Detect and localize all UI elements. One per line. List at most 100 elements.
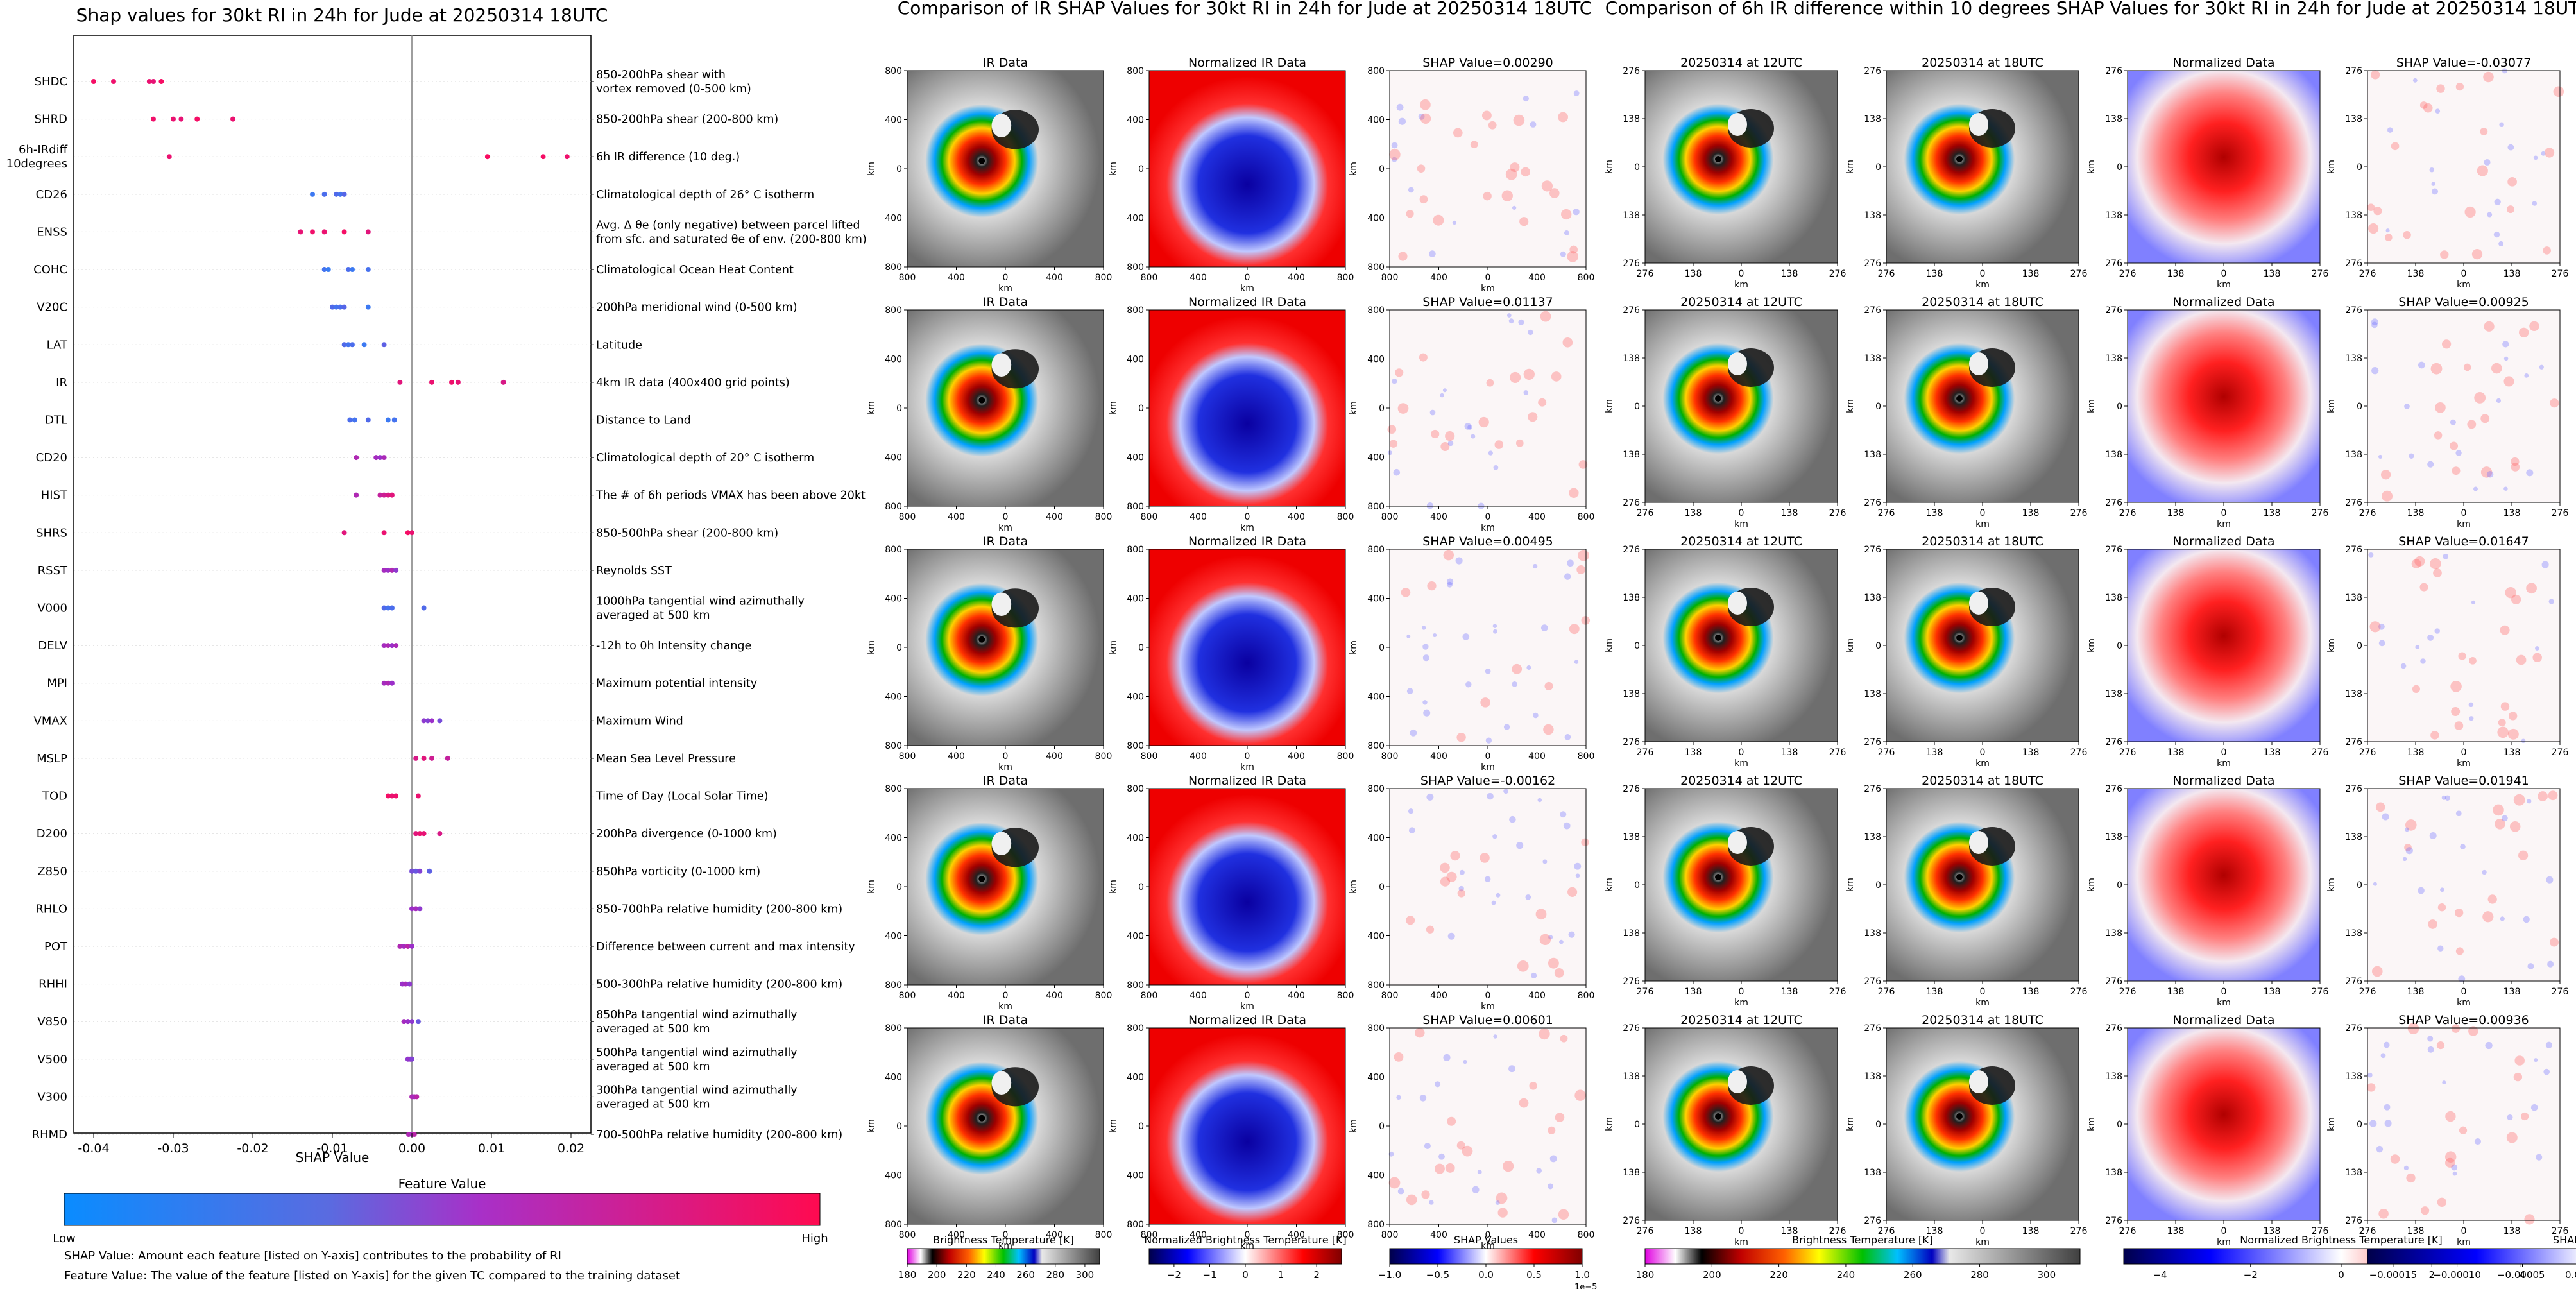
y-tick-label: 138 (2345, 114, 2362, 124)
colorbar-tick-label: 4 (2520, 1269, 2526, 1281)
shap-speckle (1523, 368, 1535, 380)
feature-name-label: IR (56, 376, 67, 389)
colorbar-bar (1389, 1248, 1583, 1265)
colorbar: Brightness Temperature [K] 180 200 220 240 26… (898, 1234, 1100, 1281)
cloud-top-feature (991, 1071, 1012, 1095)
colorbar-bar (1644, 1248, 2081, 1265)
shap-speckle (1530, 121, 1537, 128)
shap-speckle (1521, 167, 1530, 177)
y-tick-label: 400 (885, 355, 902, 365)
shap-speckle (2548, 790, 2558, 801)
shap-speckle (2485, 1041, 2493, 1050)
colorbar-tick-label: 300 (2038, 1269, 2056, 1281)
shap-speckle (1433, 633, 1437, 638)
y-tick-label: 138 (2345, 689, 2362, 699)
shap-speckle (1453, 128, 1463, 138)
shap-point (429, 718, 434, 724)
shap-speckle (2451, 1024, 2461, 1033)
feature-description-label: 850hPa vorticity (0-1000 km) (596, 866, 760, 878)
shap-speckle (1433, 214, 1444, 226)
y-tick-label: 400 (1127, 692, 1144, 703)
shap-speckle (2430, 558, 2441, 570)
shap-plot-frame (73, 35, 592, 1134)
footnote-feature: Feature Value: The value of the feature … (64, 1269, 680, 1283)
x-tick-label: 276 (1878, 987, 1895, 997)
x-tick-label: 0 (1980, 987, 1986, 997)
shap-speckle (1567, 251, 1578, 262)
shap-speckle (2373, 207, 2382, 216)
shap-speckle (1486, 379, 1494, 387)
shap-speckle (1387, 425, 1397, 434)
y-tick-label: 138 (1623, 928, 1640, 939)
x-tick-label: 400 (1190, 273, 1207, 283)
y-axis-label: km (1604, 638, 1614, 653)
shap-speckle (1574, 660, 1579, 664)
y-tick-label: 800 (885, 502, 902, 512)
shap-speckle (1455, 557, 1463, 565)
x-tick-label: 138 (1781, 508, 1798, 518)
y-tick-label: 800 (1367, 545, 1385, 555)
x-tick-label: 138 (1926, 987, 1943, 997)
brightness-temperature-image (1886, 71, 2079, 263)
x-axis-label: km (1975, 758, 1990, 769)
shap-speckle (2437, 945, 2444, 952)
y-tick-label: 138 (1864, 1071, 1881, 1082)
x-tick-label: 138 (2264, 987, 2281, 997)
y-tick-label: 276 (2345, 1216, 2362, 1226)
x-tick-label: 138 (2022, 987, 2040, 997)
shap-speckle (1492, 624, 1497, 628)
shap-point (151, 79, 156, 84)
normalized-image (1149, 310, 1345, 506)
x-tick-label: 800 (1141, 751, 1158, 762)
x-tick-label: 800 (1381, 751, 1399, 762)
shap-speckle (2471, 600, 2476, 605)
shap-speckle (2458, 975, 2466, 982)
feature-description-label: Climatological Ocean Heat Content (596, 264, 794, 277)
y-tick-label: 276 (1864, 545, 1881, 555)
y-tick-label: 800 (1367, 741, 1385, 751)
y-tick-label: 800 (885, 66, 902, 76)
shap-speckle (1539, 1028, 1550, 1040)
x-tick-label: 800 (1578, 751, 1595, 762)
shap-speckle (2406, 1173, 2416, 1183)
feature-description-label: 4km IR data (400x400 grid points) (596, 377, 790, 389)
x-tick-label: 800 (1141, 1230, 1158, 1240)
y-tick-label: 800 (1127, 1220, 1144, 1230)
shap-speckle (2412, 685, 2421, 694)
shap-speckle (2378, 1209, 2389, 1219)
colorbar-tick-label: 260 (1016, 1269, 1035, 1281)
y-tick-label: 0 (1875, 1120, 1881, 1130)
y-tick-label: 800 (885, 980, 902, 991)
shap-speckle (2373, 882, 2377, 886)
shap-point (385, 680, 391, 686)
shap-speckle (1543, 724, 1554, 735)
shap-speckle (2498, 719, 2506, 727)
feature-name-label: MSLP (37, 752, 67, 765)
colorbar-tick-label: 220 (957, 1269, 976, 1281)
shap-speckle (1564, 230, 1569, 235)
x-tick-label: 400 (1528, 512, 1546, 522)
shap-point (417, 906, 423, 912)
shap-speckle (1548, 1126, 1556, 1134)
feature-description-label: 500-300hPa relative humidity (200-800 km… (596, 978, 842, 991)
x-tick-label: 0 (2461, 987, 2467, 997)
y-tick-label: 800 (1367, 1220, 1385, 1230)
x-tick-label: 0 (1739, 987, 1744, 997)
shap-speckle (2548, 599, 2554, 604)
y-tick-label: 400 (1127, 833, 1144, 844)
shap-speckle (1422, 654, 1430, 662)
colorbar: Normalized Brightness Temperature [K] −2 −… (1144, 1234, 1347, 1281)
shap-speckle (1393, 468, 1401, 476)
y-axis-label: km (1349, 1119, 1359, 1133)
x-tick-label: 800 (1095, 1230, 1113, 1240)
x-tick-label: 400 (948, 751, 965, 762)
x-tick-label: 0 (1245, 991, 1250, 1001)
brightness-temperature-image (1645, 1028, 1838, 1220)
brightness-temperature-image (907, 789, 1104, 985)
shap-point (345, 267, 351, 273)
x-tick-label: 276 (1829, 269, 1847, 279)
shap-speckle (1418, 113, 1425, 120)
x-tick-label: 138 (2407, 747, 2425, 758)
shap-speckle (2407, 1023, 2419, 1034)
x-tick-label: 0 (2461, 508, 2467, 518)
